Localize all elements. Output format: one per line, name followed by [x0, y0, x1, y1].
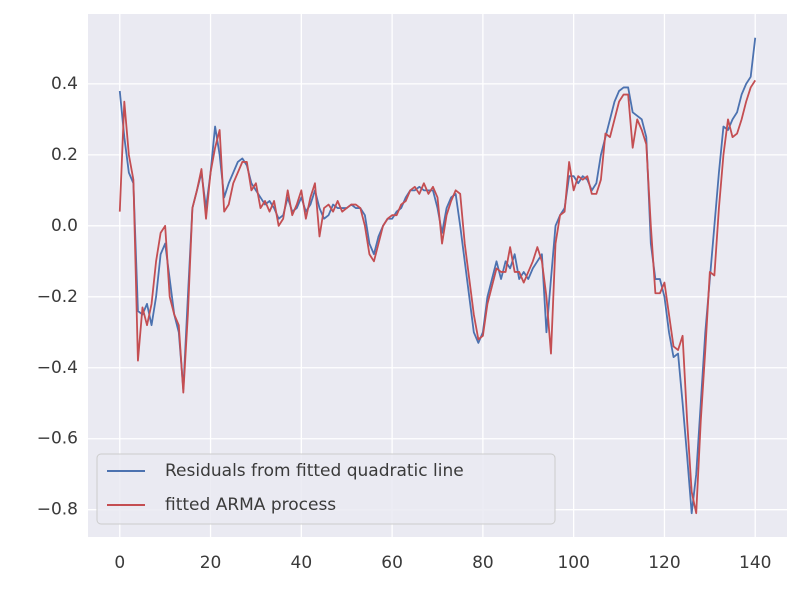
y-tick-label: 0.4 [51, 74, 78, 94]
x-tick-label: 60 [381, 553, 403, 573]
y-tick-label: −0.2 [37, 287, 78, 307]
x-tick-label: 20 [200, 553, 222, 573]
y-tick-label: −0.4 [37, 358, 78, 378]
x-tick-label: 120 [648, 553, 680, 573]
legend-label: Residuals from fitted quadratic line [165, 461, 464, 481]
x-tick-label: 140 [739, 553, 771, 573]
y-tick-label: 0.0 [51, 216, 78, 236]
x-tick-label: 80 [472, 553, 494, 573]
series-line [118, 79, 756, 515]
legend-label: fitted ARMA process [165, 495, 336, 515]
x-tick-label: 100 [557, 553, 589, 573]
y-tick-label: −0.6 [37, 429, 78, 449]
x-tick-label: 0 [114, 553, 125, 573]
y-tick-label: −0.8 [37, 500, 78, 520]
y-tick-label: 0.2 [51, 145, 78, 165]
plot-area [88, 14, 787, 537]
x-tick-label: 40 [291, 553, 313, 573]
legend-box [96, 453, 556, 525]
